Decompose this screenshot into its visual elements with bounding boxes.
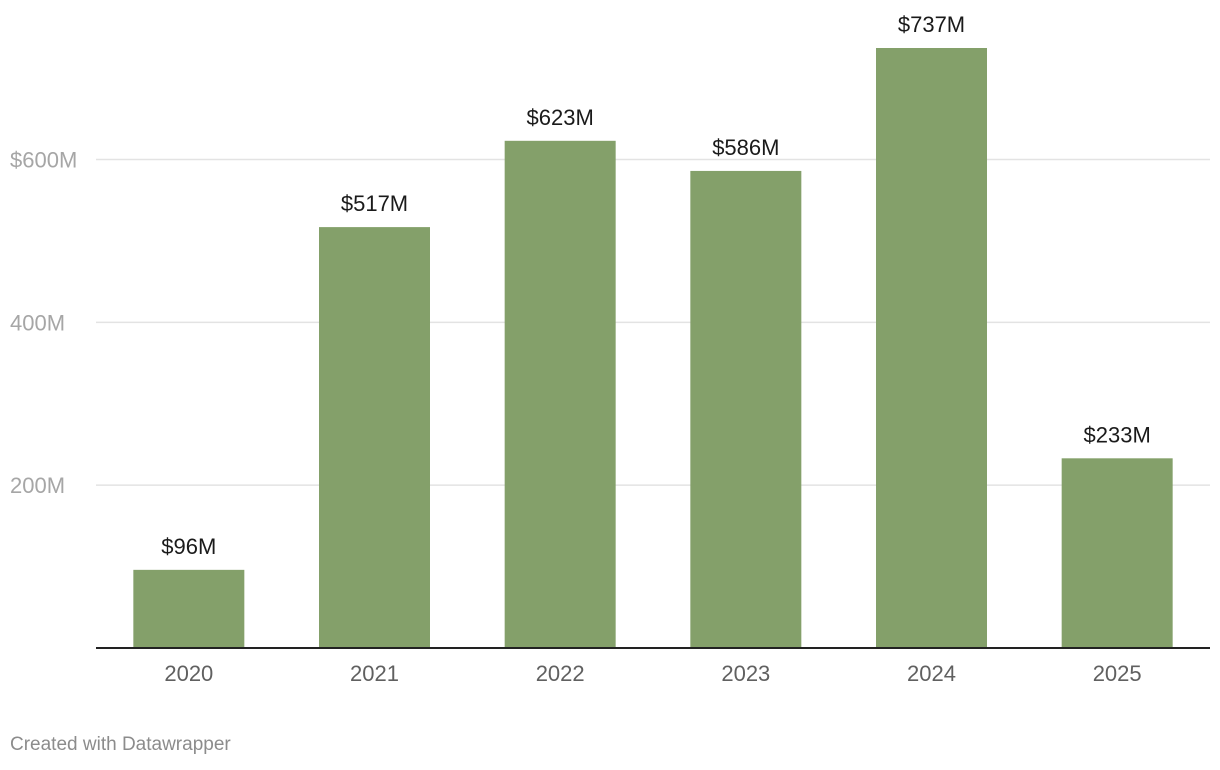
gridlines [96,158,1210,486]
x-axis-labels: 2020 2021 2022 2023 2024 2025 [164,661,1141,686]
bar-2021 [319,227,430,648]
value-label: $623M [527,105,594,130]
x-tick-label: 2021 [350,661,399,686]
bars [133,48,1173,649]
value-label: $586M [712,135,779,160]
credit-text: Created with Datawrapper [10,734,231,755]
y-tick-label: 400M [10,310,65,335]
y-axis-ticks: 200M 400M $600M [10,148,77,499]
bar-2022 [504,140,616,648]
x-tick-label: 2020 [164,661,213,686]
x-tick-label: 2022 [536,661,585,686]
x-tick-label: 2025 [1093,661,1142,686]
bar-2023 [690,170,802,649]
x-tick-label: 2024 [907,661,956,686]
bar-2020 [133,569,245,648]
value-label: $96M [161,534,216,559]
value-label: $233M [1084,422,1151,447]
bar-chart: 200M 400M $600M $96M $517M $623M $586M $737M $2… [10,12,1210,686]
bar-2024 [876,48,987,648]
value-label: $517M [341,191,408,216]
x-tick-label: 2023 [721,661,770,686]
bar-2025 [1061,458,1173,648]
y-tick-label: 200M [10,473,65,498]
value-labels: $96M $517M $623M $586M $737M $233M [161,12,1150,559]
y-tick-label: $600M [10,148,77,173]
value-label: $737M [898,12,965,37]
